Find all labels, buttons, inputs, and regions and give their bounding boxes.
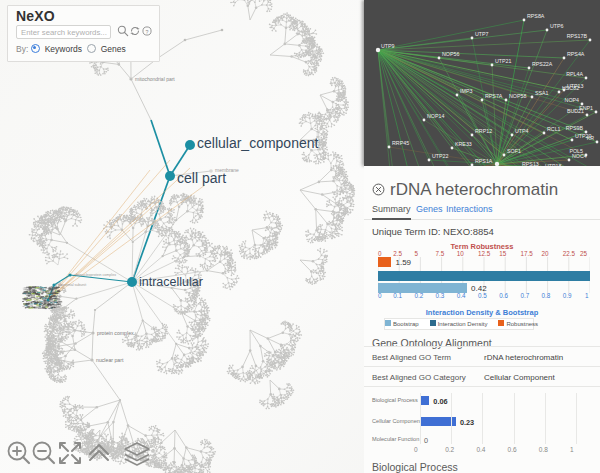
svg-text:NOP58: NOP58 xyxy=(509,93,526,99)
svg-text:KRE33: KRE33 xyxy=(455,141,472,147)
svg-text:UTP21: UTP21 xyxy=(495,58,512,64)
svg-text:NOP14: NOP14 xyxy=(427,113,444,119)
svg-text:RRP12: RRP12 xyxy=(475,128,492,134)
svg-text:UTP4: UTP4 xyxy=(515,128,529,134)
svg-text:RPL4A: RPL4A xyxy=(566,71,583,77)
svg-text:cellular_component: cellular_component xyxy=(197,135,319,151)
svg-text:nuclear part: nuclear part xyxy=(96,357,124,363)
svg-text:?: ? xyxy=(146,29,149,35)
svg-text:IMP3: IMP3 xyxy=(460,88,472,94)
svg-text:ENP1: ENP1 xyxy=(579,105,593,111)
svg-text:RCL1: RCL1 xyxy=(547,126,561,132)
svg-text:SSA1: SSA1 xyxy=(535,90,549,96)
svg-text:ribosomal subunit: ribosomal subunit xyxy=(58,283,86,287)
svg-text:UTP22: UTP22 xyxy=(432,153,449,159)
svg-text:RPS8A: RPS8A xyxy=(527,13,545,19)
svg-text:RPS17B: RPS17B xyxy=(567,33,588,39)
svg-text:RPS7A: RPS7A xyxy=(485,93,503,99)
svg-text:RPS4A: RPS4A xyxy=(567,51,585,57)
svg-text:NOP56: NOP56 xyxy=(442,51,459,57)
svg-text:cell part: cell part xyxy=(177,170,226,186)
svg-text:UTP6: UTP6 xyxy=(550,23,564,29)
svg-text:RPS9B: RPS9B xyxy=(566,125,584,131)
svg-text:protein complex: protein complex xyxy=(97,330,134,336)
svg-text:UTP9: UTP9 xyxy=(381,43,395,49)
svg-text:RRP45: RRP45 xyxy=(392,140,409,146)
svg-text:KR: KR xyxy=(587,135,595,141)
svg-text:NOP4: NOP4 xyxy=(565,97,579,103)
svg-text:intracellular: intracellular xyxy=(139,275,203,289)
svg-text:RPS22A: RPS22A xyxy=(532,61,553,67)
svg-text:POL5: POL5 xyxy=(569,148,583,154)
svg-text:HSC82: HSC82 xyxy=(562,85,579,91)
svg-text:RPS1A: RPS1A xyxy=(475,158,493,164)
svg-text:ribonucleoprotein complex: ribonucleoprotein complex xyxy=(74,273,116,277)
svg-text:mitochondrial part: mitochondrial part xyxy=(135,76,175,82)
svg-text:SOF1: SOF1 xyxy=(507,148,521,154)
svg-text:UTP7: UTP7 xyxy=(475,31,489,37)
